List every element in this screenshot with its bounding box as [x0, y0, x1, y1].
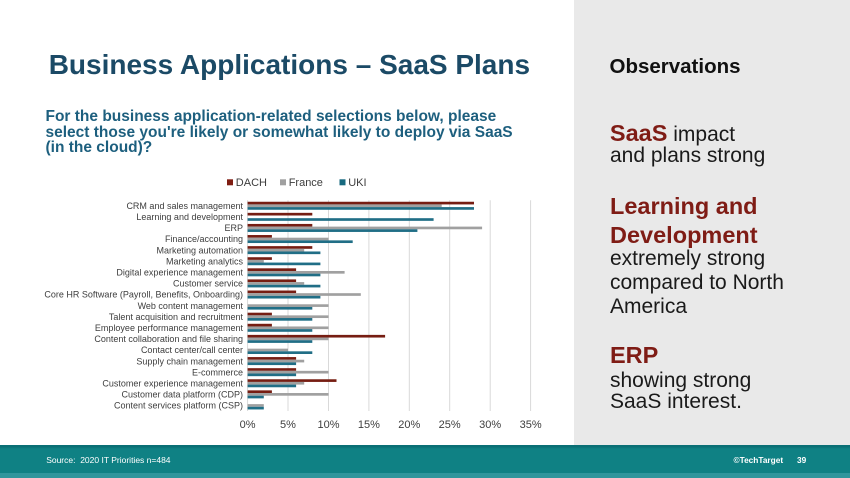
svg-text:10%: 10%	[317, 419, 339, 431]
svg-text:CRM and sales management: CRM and sales management	[126, 201, 243, 211]
svg-text:Digital experience management: Digital experience management	[116, 268, 243, 278]
svg-text:Employee performance managemen: Employee performance management	[95, 323, 244, 333]
svg-text:Talent acquisition and recruit: Talent acquisition and recruitment	[109, 312, 244, 322]
svg-text:Customer service: Customer service	[173, 279, 243, 289]
svg-text:Supply chain management: Supply chain management	[136, 356, 243, 366]
svg-text:5%: 5%	[280, 419, 296, 431]
svg-text:Content services platform (CSP: Content services platform (CSP)	[114, 401, 243, 411]
svg-text:DACH: DACH	[236, 177, 267, 189]
svg-text:Core HR Software (Payroll, Ben: Core HR Software (Payroll, Benefits, Onb…	[44, 290, 243, 300]
svg-text:Learning and development: Learning and development	[136, 212, 243, 222]
svg-text:30%: 30%	[479, 419, 501, 431]
svg-text:25%: 25%	[439, 419, 461, 431]
svg-text:Marketing analytics: Marketing analytics	[166, 256, 244, 266]
svg-text:35%: 35%	[520, 419, 542, 431]
svg-text:Marketing automation: Marketing automation	[156, 245, 243, 255]
svg-text:Customer data platform (CDP): Customer data platform (CDP)	[121, 390, 243, 400]
svg-text:Contact center/call center: Contact center/call center	[141, 345, 243, 355]
svg-text:20%: 20%	[398, 419, 420, 431]
svg-text:Web content management: Web content management	[138, 301, 244, 311]
svg-text:UKI: UKI	[348, 177, 366, 189]
svg-text:ERP: ERP	[224, 223, 243, 233]
svg-text:E-commerce: E-commerce	[192, 367, 243, 377]
svg-text:Content collaboration and file: Content collaboration and file sharing	[94, 334, 243, 344]
svg-text:0%: 0%	[240, 419, 256, 431]
svg-text:Finance/accounting: Finance/accounting	[165, 234, 243, 244]
svg-text:France: France	[289, 177, 323, 189]
svg-text:Customer experience management: Customer experience management	[102, 379, 243, 389]
svg-text:15%: 15%	[358, 419, 380, 431]
